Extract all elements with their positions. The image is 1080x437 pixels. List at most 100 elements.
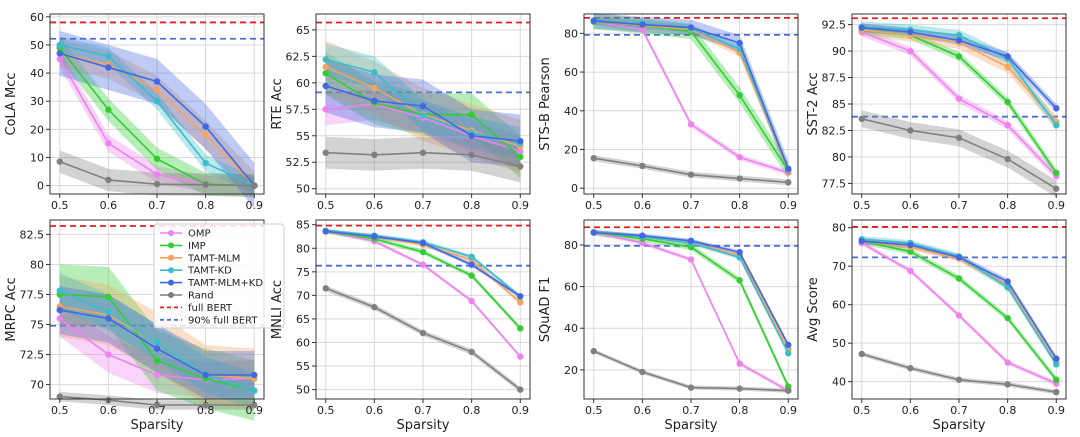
y-axis-label: Avg Score [806,277,821,342]
y-tick-label: 75 [30,319,44,332]
data-point [590,17,597,24]
data-point [907,365,914,372]
data-point [56,287,63,295]
x-tick-label: 0.7 [682,199,700,212]
data-point [517,293,524,300]
data-point [858,115,865,123]
data-point [105,106,112,113]
data-point [1004,121,1011,129]
data-point [1053,388,1060,396]
y-axis-label: MNLI Acc [270,280,285,339]
y-tick-label: 80 [832,151,846,164]
data-point [736,92,743,99]
data-point [687,121,695,128]
data-point [1053,361,1060,368]
y-tick-label: 10 [30,151,44,164]
data-point [517,386,524,393]
x-tick-label: 0.5 [853,199,871,212]
data-point [153,180,161,188]
data-point [1053,169,1060,177]
y-tick-label: 70 [30,379,44,392]
data-point [153,339,161,346]
data-point [639,232,646,239]
data-point [1004,314,1011,322]
legend-marker [168,254,174,261]
data-point [1004,284,1011,291]
data-point [736,360,743,367]
legend-marker [168,230,174,236]
data-point [105,293,112,301]
data-point [1004,98,1011,106]
legend-label: IMP [188,241,206,252]
data-point [322,70,329,77]
x-tick-label: 0.8 [463,404,481,417]
y-tick-label: 57.5 [286,103,311,116]
data-point [736,39,743,47]
data-point [639,21,646,28]
x-tick-label: 0.5 [51,199,69,212]
y-tick-label: 60 [296,336,310,349]
x-tick-label: 0.8 [999,199,1017,212]
y-tick-label: 60 [30,11,44,24]
data-point [419,102,427,110]
y-axis-label: RTE Acc [270,78,285,129]
legend-label: 90% full BERT [188,315,258,326]
data-point [371,233,378,240]
x-tick-label: 0.7 [950,199,968,212]
x-tick-label: 0.6 [366,404,384,417]
data-point [1004,359,1011,366]
data-point [153,97,161,105]
data-point [56,50,63,57]
data-point [1053,121,1060,129]
data-point [1053,185,1060,192]
data-point [202,123,209,130]
data-point [419,112,427,119]
data-point [907,267,914,275]
x-tick-label: 0.9 [780,199,798,212]
y-tick-label: 62.5 [286,50,311,63]
band-omp [861,27,1057,181]
y-tick-label: 70 [296,289,310,302]
data-point [590,154,597,162]
data-point [687,237,695,245]
data-point [56,41,63,49]
y-tick-label: 80 [832,222,846,235]
data-point [468,272,475,279]
y-axis-label: MRPC Acc [4,277,19,341]
y-tick-label: 60 [296,77,310,90]
x-axis-label: Sparsity [665,418,718,433]
data-point [1004,155,1011,163]
y-tick-label: 60 [832,299,846,312]
data-point [639,368,646,376]
data-point [468,132,475,139]
data-point [153,86,161,94]
data-point [736,154,743,161]
y-tick-label: 40 [832,376,846,389]
x-tick-label: 0.6 [634,199,652,212]
y-tick-label: 50 [832,337,846,350]
data-point [517,148,524,155]
panel-3: 0.5 0.6 0.7 0.8 0.9 0 20 40 60 80 STS-B Pearson [538,13,799,212]
x-tick-label: 0.6 [100,199,118,212]
x-tick-label: 0.6 [902,199,920,212]
x-tick-label: 0.5 [51,404,69,417]
y-tick-label: 75 [296,266,310,279]
panel-4: 0.5 0.6 0.7 0.8 0.9 77.5 80 82.5 85 87.5 90 92.5 SST… [806,13,1067,212]
data-point [907,127,914,134]
y-tick-label: 85 [832,98,846,111]
y-tick-label: 40 [564,322,578,335]
x-axis-label: Sparsity [131,418,184,433]
data-point [153,401,161,409]
legend-marker [168,242,174,249]
data-point [517,299,524,306]
data-point [105,64,112,71]
x-axis-label: Sparsity [933,418,986,433]
data-point [322,63,329,71]
band-tamt-mlm+kd [59,30,255,209]
data-point [1053,105,1060,112]
data-point [1004,53,1011,60]
y-tick-label: 40 [564,105,578,118]
band-tamt-mlm [59,39,255,200]
data-point [955,31,963,39]
